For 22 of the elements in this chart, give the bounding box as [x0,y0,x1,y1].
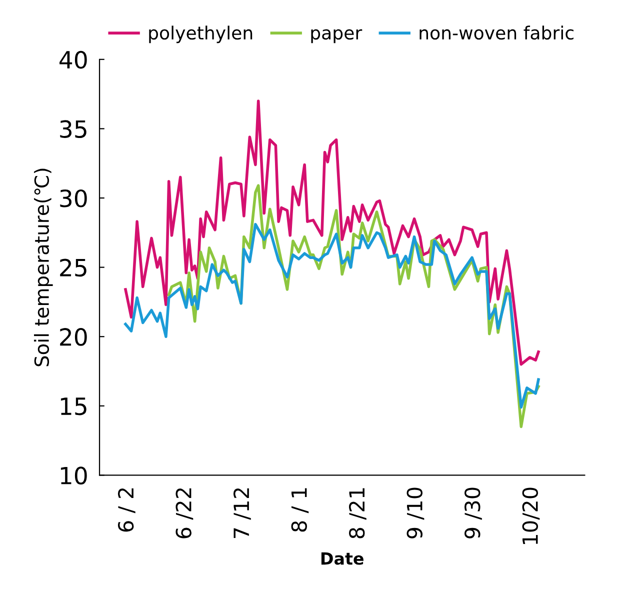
x-tick-label: 6 / 2 [118,488,136,532]
y-axis-title: Soil temperature(℃) [34,168,53,366]
x-tick-label: 10/20 [522,488,540,544]
x-tick-label: 9 /10 [406,488,424,538]
x-tick-label: 7 /12 [233,488,251,538]
x-tick-label: 6 /22 [176,488,194,538]
x-tick-label: 8 / 1 [291,488,309,532]
legend-label: paper [311,29,362,44]
y-tick-label: 20 [60,328,87,346]
x-tick-label: 9 /30 [464,488,482,538]
line-series [124,100,540,366]
y-tick-label: 15 [60,398,86,416]
y-tick-label: 30 [60,189,87,208]
y-tick-label: 10 [60,466,87,485]
line-series [124,222,540,409]
x-axis-title: Date [321,552,364,565]
legend-label: non-woven fabric [420,26,574,40]
y-tick-label: 40 [60,50,87,69]
y-tick-label: 35 [60,120,86,138]
y-tick-label: 25 [60,258,86,277]
x-tick-label: 8 /21 [348,488,366,538]
legend-label: polyethylen [149,26,252,44]
